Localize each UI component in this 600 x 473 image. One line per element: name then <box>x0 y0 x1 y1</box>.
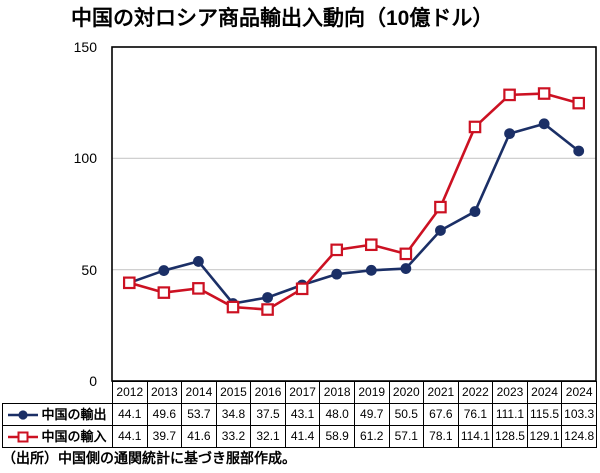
year-cell: 2018 <box>319 381 355 404</box>
data-point-marker <box>435 225 446 236</box>
import-value-cell: 57.1 <box>388 425 425 448</box>
import-value-cell: 114.1 <box>457 425 494 448</box>
source-note: （出所）中国側の通関統計に基づき服部作成。 <box>2 450 296 466</box>
export-value-cell: 53.7 <box>181 403 217 426</box>
year-cell: 2012 <box>112 381 148 404</box>
data-point-marker <box>572 96 586 110</box>
year-cell: 2023 <box>492 381 528 404</box>
data-point-marker <box>399 247 413 261</box>
export-value-cell: 103.3 <box>561 403 597 426</box>
year-cell: 2016 <box>250 381 286 404</box>
export-series-line <box>127 122 581 305</box>
series-label: 中国の輸出 <box>41 407 107 422</box>
data-point-marker <box>537 87 551 100</box>
import-value-cell: 129.1 <box>526 425 563 448</box>
data-point-marker <box>469 206 481 217</box>
data-point-marker <box>157 286 171 299</box>
import-value-cell: 39.7 <box>146 425 183 448</box>
data-point-marker <box>468 120 482 134</box>
year-cell: 2015 <box>215 381 252 404</box>
data-point-marker <box>503 88 516 102</box>
data-point-marker <box>330 243 344 257</box>
import-series-marker <box>8 431 39 442</box>
y-axis-tick-label: 0 <box>89 373 97 389</box>
year-header-row: 2012 2013 2014 2015 2016 2017 2018 2019 2020 2021… <box>3 381 597 404</box>
data-point-marker <box>192 282 205 295</box>
import-value-cell: 44.1 <box>112 425 148 448</box>
legend-entry: 中国の輸出 <box>4 405 112 425</box>
data-point-marker <box>538 118 550 130</box>
data-point-marker <box>261 303 274 316</box>
export-value-cell: 49.7 <box>353 403 390 426</box>
year-cell: 2014 <box>181 381 217 404</box>
import-value-cell: 61.2 <box>353 425 390 448</box>
import-series-line <box>127 92 581 311</box>
import-value-cell: 41.4 <box>284 425 321 448</box>
data-point-marker <box>365 264 377 276</box>
year-cell: 2022 <box>457 381 494 404</box>
data-point-marker <box>331 268 343 280</box>
table-corner-blank <box>3 382 113 404</box>
year-cell: 2024 <box>561 381 597 404</box>
chart-title: 中国の対ロシア商品輸出入動向（10億ドル） <box>71 7 494 30</box>
import-value-cell: 32.1 <box>250 425 286 448</box>
export-value-cell: 44.1 <box>112 403 148 426</box>
year-cell: 2024 <box>526 381 563 404</box>
import-value-cell: 41.6 <box>181 425 217 448</box>
export-series-marker <box>8 409 39 420</box>
data-point-marker <box>364 238 378 252</box>
y-axis-tick-label: 100 <box>73 150 97 167</box>
export-value-cell: 48.0 <box>319 403 355 426</box>
series-label: 中国の輸入 <box>41 429 107 444</box>
import-value-cell: 78.1 <box>423 425 459 448</box>
export-value-cell: 34.8 <box>215 403 252 426</box>
year-cell: 2017 <box>284 381 321 404</box>
import-value-cell: 128.5 <box>492 425 528 448</box>
data-point-marker <box>295 282 309 296</box>
data-point-marker <box>573 145 585 157</box>
import-row: 中国の輸入 44.1 39.7 41.6 33.2 32.1 41.4 58.9 61.2 57.… <box>2 425 597 448</box>
data-point-marker <box>262 292 273 303</box>
data-point-marker <box>504 128 515 140</box>
year-cell: 2019 <box>353 381 390 404</box>
y-axis-tick-label: 50 <box>81 261 97 278</box>
import-value-cell: 58.9 <box>319 425 355 448</box>
export-value-cell: 49.6 <box>146 403 183 426</box>
data-point-marker <box>434 200 447 214</box>
export-value-cell: 50.5 <box>388 403 425 426</box>
import-value-cell: 124.8 <box>561 425 597 448</box>
plot-border <box>111 46 597 382</box>
y-axis-tick-label: 150 <box>73 39 97 55</box>
legend-entry: 中国の輸入 <box>4 427 112 447</box>
import-value-cell: 33.2 <box>215 425 252 448</box>
data-point-marker <box>158 265 170 276</box>
data-table: 2012 2013 2014 2015 2016 2017 2018 2019 2020 2021… <box>2 381 597 448</box>
export-value-cell: 111.1 <box>492 403 528 426</box>
import-legend-cell: 中国の輸入 <box>2 425 113 448</box>
year-cell: 2021 <box>423 381 459 404</box>
export-legend-cell: 中国の輸出 <box>2 403 113 426</box>
data-point-marker <box>400 263 412 274</box>
data-point-marker <box>122 276 136 290</box>
data-point-marker <box>193 256 204 267</box>
export-value-cell: 115.5 <box>526 403 563 426</box>
export-value-cell: 67.6 <box>423 403 459 426</box>
export-value-cell: 76.1 <box>457 403 494 426</box>
export-value-cell: 43.1 <box>284 403 321 426</box>
export-row: 中国の輸出 44.1 49.6 53.7 34.8 37.5 43.1 48.0 49.7 50.… <box>2 403 597 426</box>
year-cell: 2013 <box>146 381 183 404</box>
data-point-marker <box>226 300 240 314</box>
year-cell: 2020 <box>388 381 425 404</box>
export-value-cell: 37.5 <box>250 403 286 426</box>
